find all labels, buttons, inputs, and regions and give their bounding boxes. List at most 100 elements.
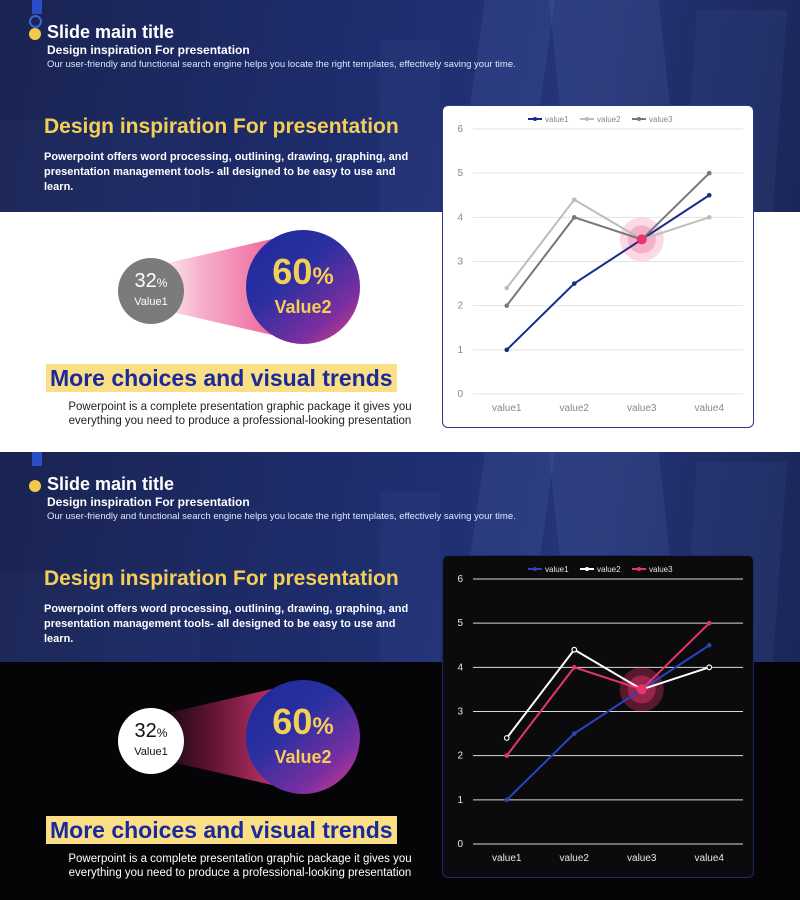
legend-marker	[533, 117, 537, 121]
slide-main-title: Slide main title	[47, 474, 175, 494]
accent-bar	[32, 452, 42, 466]
big-stat-circle: 60% Value2	[246, 680, 360, 794]
small-stat-circle: 32% Value1	[118, 258, 184, 324]
bullet-dot-icon	[29, 480, 41, 492]
y-tick-label: 6	[457, 574, 463, 585]
legend-marker	[585, 117, 589, 121]
slide-main-title: Slide main title	[47, 22, 175, 42]
bullet-dot-icon	[29, 28, 41, 40]
building-shape	[380, 492, 440, 662]
line-chart: 0 1 2 3 4 5 6 value1 value2 value3 value4 value1 val…	[457, 115, 743, 414]
data-point	[706, 170, 712, 176]
small-stat-circle: 32% Value1	[118, 708, 184, 774]
data-point	[706, 664, 713, 671]
x-tick-label: value2	[560, 403, 590, 414]
small-stat-label: Value1	[134, 296, 168, 308]
design-heading: Design inspiration For presentation	[44, 115, 399, 138]
trends-description: Powerpoint is a complete presentation gr…	[68, 853, 412, 879]
series-line-value1	[506, 644, 710, 801]
data-point	[504, 797, 510, 803]
data-point	[706, 215, 712, 220]
highlight-point	[636, 234, 647, 245]
data-point	[571, 646, 578, 653]
building-shape	[380, 40, 440, 212]
slide-description: Our user-friendly and functional search …	[47, 59, 516, 70]
legend-label: value2	[597, 565, 621, 574]
ring-dot-icon	[29, 15, 42, 28]
trends-heading: More choices and visual trends	[46, 364, 397, 392]
y-tick-label: 4	[457, 662, 463, 673]
small-stat-value: 32%	[134, 270, 168, 292]
x-tick-label: value2	[560, 853, 590, 864]
y-tick-label: 5	[457, 618, 463, 629]
legend-marker	[533, 567, 537, 571]
y-tick-label: 2	[457, 751, 463, 762]
design-description: Powerpoint offers word processing, outli…	[44, 603, 409, 645]
data-point	[571, 197, 577, 202]
line-chart-card: 0 1 2 3 4 5 6 value1 value2 value3 value4 value1 val…	[442, 105, 754, 428]
series-line-value2	[505, 198, 710, 289]
small-stat-label: Value1	[134, 746, 168, 758]
legend-label: value1	[545, 565, 569, 574]
slide-subtitle: Design inspiration For presentation	[47, 495, 250, 509]
x-tick-label: value3	[627, 853, 657, 864]
building-shape	[0, 572, 200, 662]
series-line-value3	[505, 622, 710, 757]
y-tick-label: 1	[457, 795, 463, 806]
data-point	[571, 215, 577, 220]
legend-marker	[585, 567, 589, 571]
data-point	[706, 620, 712, 626]
legend-label: value3	[649, 115, 673, 124]
data-point	[504, 303, 510, 308]
data-point	[706, 642, 712, 648]
y-tick-label: 4	[457, 212, 463, 223]
accent-bar	[32, 0, 42, 14]
x-tick-label: value4	[695, 853, 725, 864]
data-point	[504, 753, 510, 758]
series-line-value2	[505, 648, 710, 739]
data-point	[571, 665, 577, 670]
highlight-point	[636, 684, 647, 695]
series-line-value3	[505, 172, 710, 307]
big-stat-label: Value2	[274, 747, 332, 767]
big-stat-label: Value2	[274, 297, 332, 317]
x-tick-label: value1	[492, 853, 522, 864]
trends-heading: More choices and visual trends	[46, 816, 397, 844]
big-stat-value: 60%	[272, 701, 334, 742]
y-tick-label: 3	[457, 707, 463, 718]
small-stat-value: 32%	[134, 720, 168, 742]
design-heading: Design inspiration For presentation	[44, 567, 399, 590]
data-point	[504, 347, 510, 353]
legend-marker	[637, 567, 641, 571]
building-shape	[0, 120, 200, 212]
data-point	[706, 192, 712, 198]
y-tick-label: 0	[457, 389, 463, 400]
legend-label: value3	[649, 565, 673, 574]
data-point	[571, 731, 577, 736]
x-tick-label: value3	[627, 403, 657, 414]
slide-subtitle: Design inspiration For presentation	[47, 43, 250, 57]
x-tick-label: value4	[695, 403, 725, 414]
data-point	[503, 735, 510, 741]
slide-dark: Slide main title Design inspiration For …	[0, 452, 800, 900]
line-chart: 0 1 2 3 4 5 6 value1 value2 value3 value4 value1 val…	[457, 565, 743, 864]
big-stat-value: 60%	[272, 251, 334, 292]
x-tick-label: value1	[492, 403, 522, 414]
data-point	[504, 285, 510, 291]
slide-light: Slide main title Design inspiration For …	[0, 0, 800, 448]
slide-description: Our user-friendly and functional search …	[47, 511, 516, 522]
y-tick-label: 1	[457, 345, 463, 356]
y-tick-label: 5	[457, 168, 463, 179]
y-tick-label: 6	[457, 124, 463, 135]
y-tick-label: 3	[457, 257, 463, 268]
legend-marker	[637, 117, 641, 121]
data-point	[571, 281, 577, 286]
big-stat-circle: 60% Value2	[246, 230, 360, 344]
trends-description: Powerpoint is a complete presentation gr…	[68, 401, 412, 427]
legend-label: value2	[597, 115, 621, 124]
line-chart-card: 0 1 2 3 4 5 6 value1 value2 value3 value4 value1 val…	[442, 555, 754, 878]
design-description: Powerpoint offers word processing, outli…	[44, 151, 409, 193]
legend-label: value1	[545, 115, 569, 124]
series-line-value1	[506, 194, 710, 351]
y-tick-label: 2	[457, 301, 463, 312]
